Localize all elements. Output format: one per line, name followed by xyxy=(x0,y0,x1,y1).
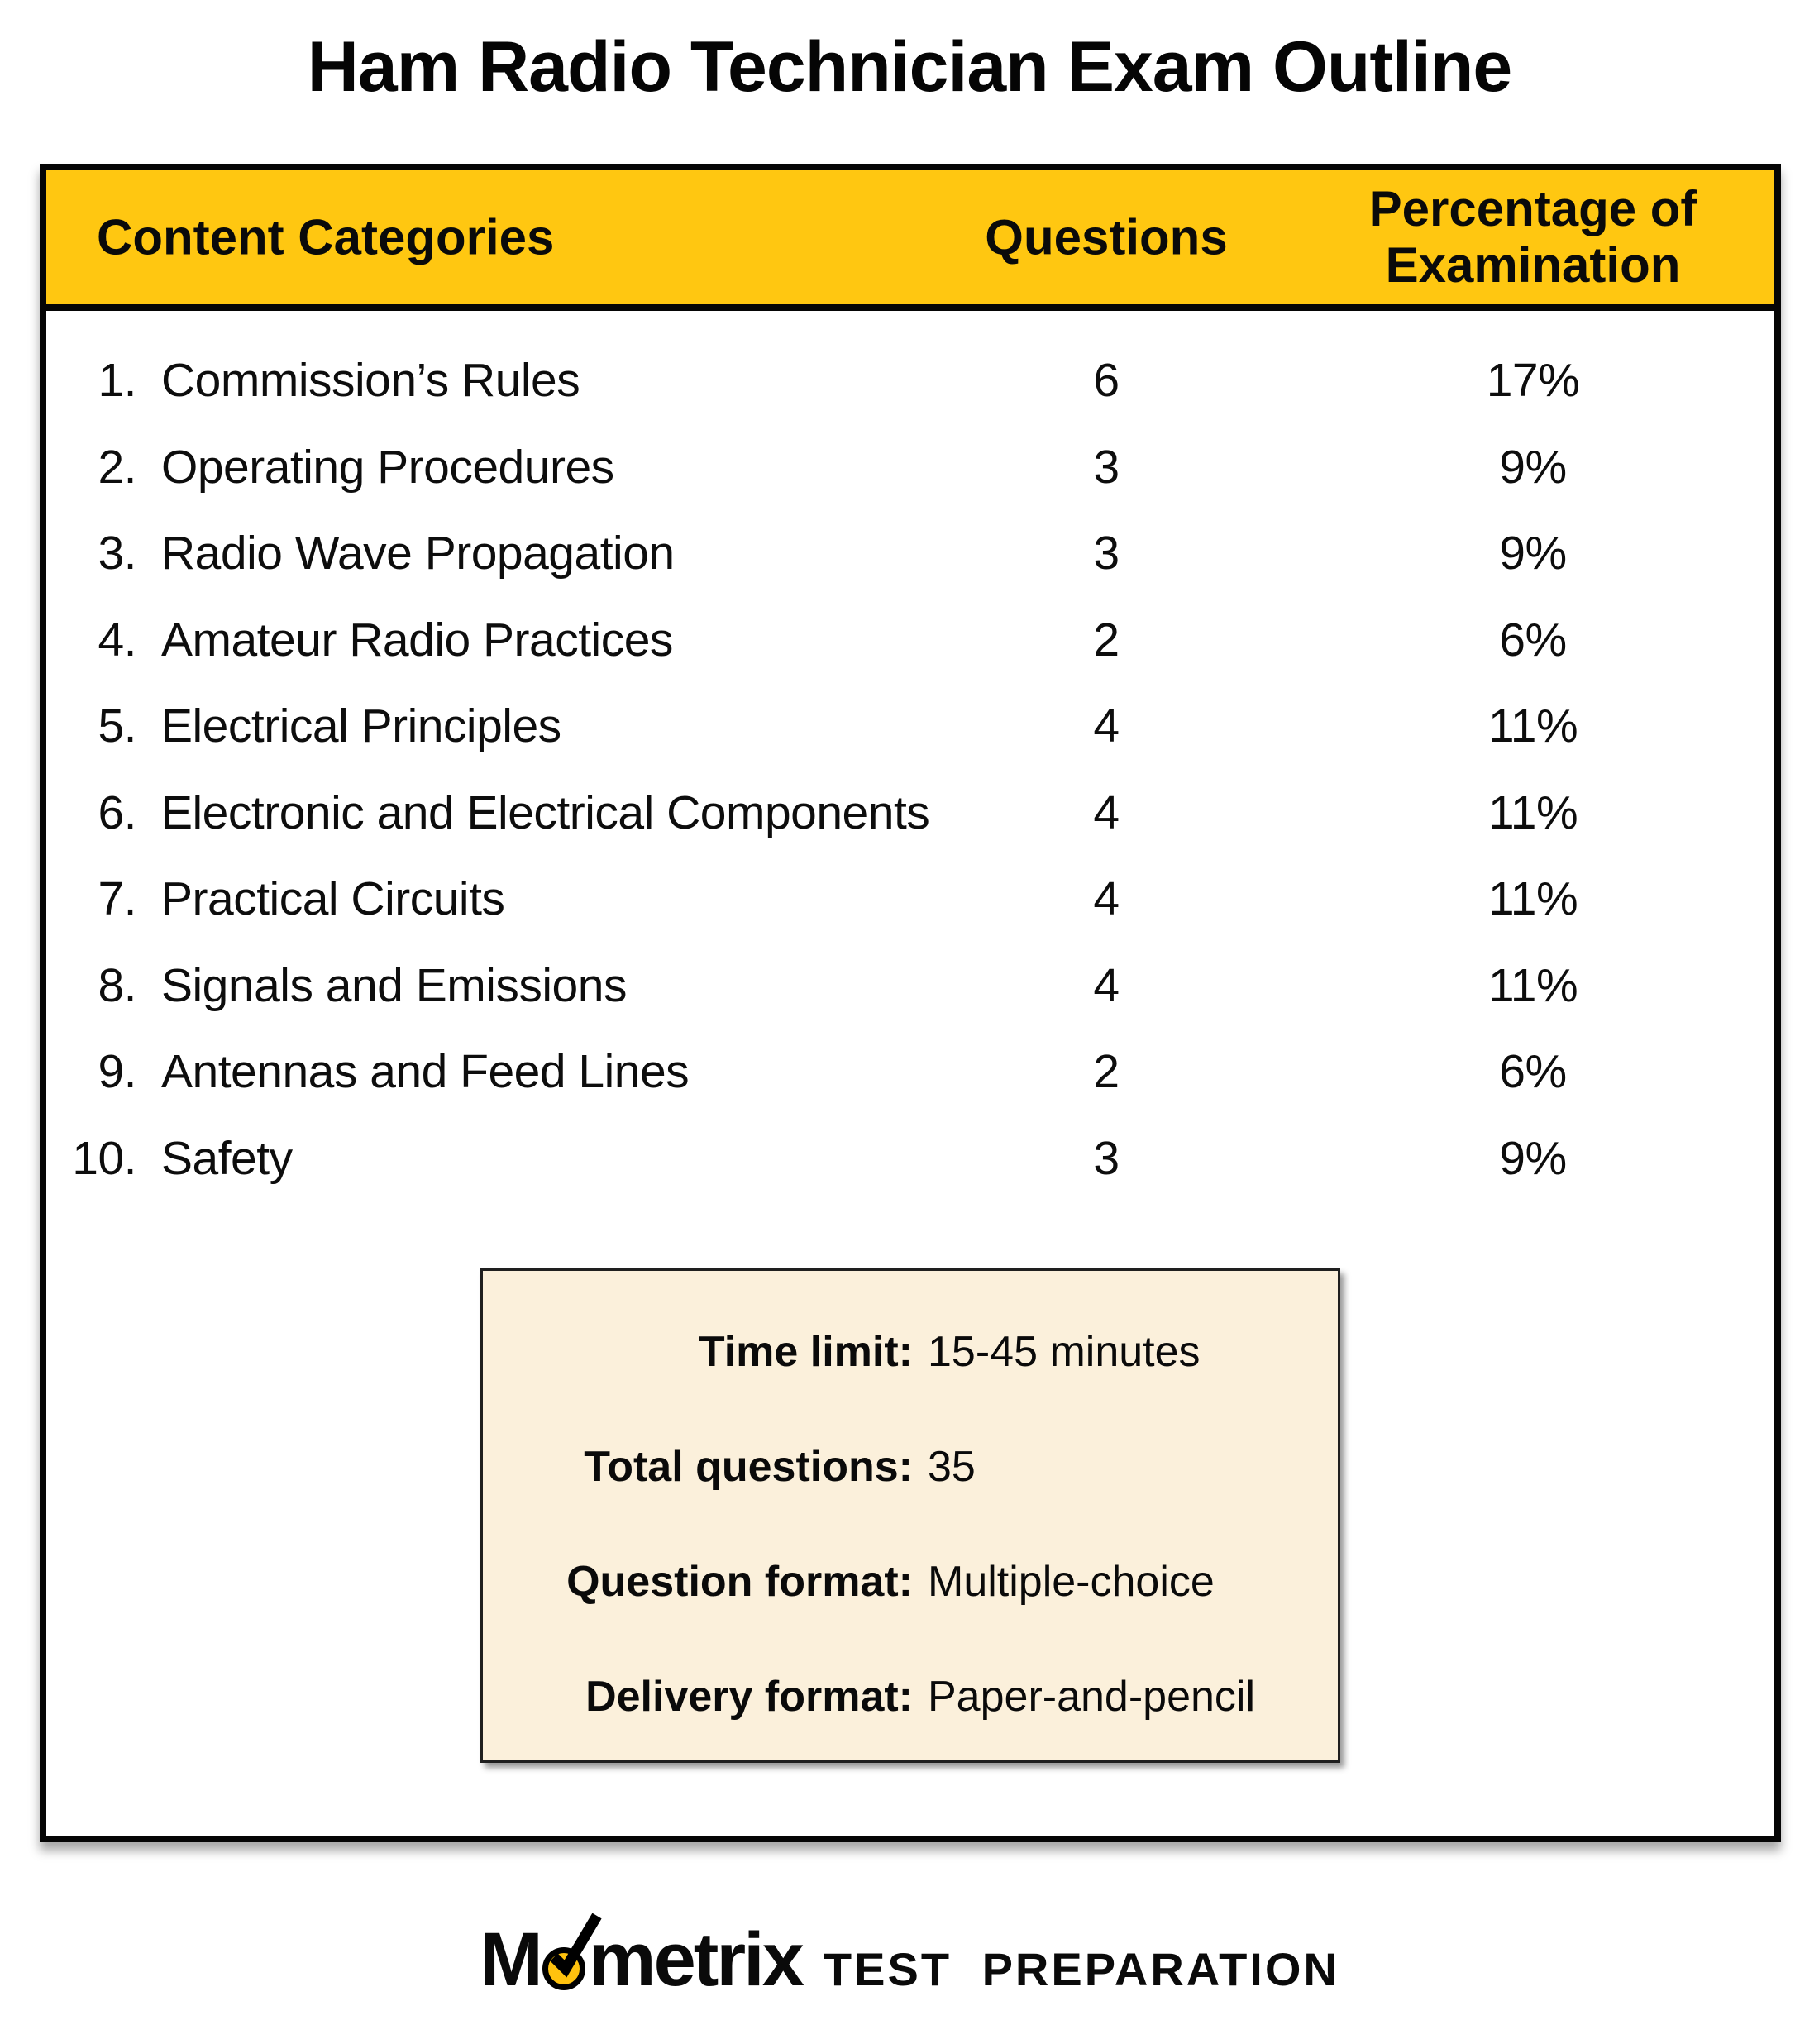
category-cell: Electronic and Electrical Components xyxy=(161,786,930,839)
info-row-delivery-format: Delivery format: Paper-and-pencil xyxy=(483,1639,1338,1754)
percentage-cell: 11% xyxy=(1487,958,1578,1012)
category-cell: Operating Procedures xyxy=(161,440,614,494)
header-content-categories: Content Categories xyxy=(97,209,555,265)
questions-cell: 4 xyxy=(1093,700,1120,753)
table-row: 3. Radio Wave Propagation 3 9% xyxy=(46,510,1774,597)
percentage-cell: 6% xyxy=(1499,613,1567,666)
info-label: Time limit: xyxy=(698,1327,913,1376)
info-label: Total questions: xyxy=(584,1442,913,1491)
table-row: 7. Practical Circuits 4 11% xyxy=(46,856,1774,943)
check-icon xyxy=(550,1913,602,1978)
category-cell: Safety xyxy=(161,1131,293,1185)
info-value: Multiple-choice xyxy=(928,1557,1215,1606)
info-row-time-limit: Time limit: 15-45 minutes xyxy=(483,1294,1338,1409)
questions-cell: 2 xyxy=(1093,613,1120,666)
category-cell: Signals and Emissions xyxy=(161,958,627,1012)
logo-letter-m: M xyxy=(480,1917,543,2002)
questions-cell: 4 xyxy=(1093,786,1120,839)
info-row-question-format: Question format: Multiple-choice xyxy=(483,1524,1338,1639)
row-number: 3. xyxy=(98,527,136,580)
info-label: Question format: xyxy=(566,1557,913,1606)
table-row: 1. Commission’s Rules 6 17% xyxy=(46,337,1774,424)
percentage-cell: 11% xyxy=(1487,786,1578,839)
questions-cell: 3 xyxy=(1093,527,1120,580)
row-number: 10. xyxy=(72,1131,136,1185)
percentage-cell: 9% xyxy=(1499,527,1567,580)
percentage-cell: 9% xyxy=(1499,1131,1567,1185)
percentage-cell: 17% xyxy=(1486,354,1580,408)
table-row: 4. Amateur Radio Practices 2 6% xyxy=(46,597,1774,684)
table-header-row: Content Categories Questions Percentage … xyxy=(46,170,1774,311)
row-number: 9. xyxy=(98,1045,136,1099)
row-number: 4. xyxy=(98,613,136,666)
row-number: 6. xyxy=(98,786,136,839)
questions-cell: 4 xyxy=(1093,872,1120,926)
row-number: 2. xyxy=(98,440,136,494)
percentage-cell: 9% xyxy=(1499,440,1567,494)
percentage-cell: 11% xyxy=(1487,872,1578,926)
info-value: Paper-and-pencil xyxy=(928,1672,1256,1721)
questions-cell: 4 xyxy=(1093,958,1120,1012)
table-row: 6. Electronic and Electrical Components … xyxy=(46,770,1774,857)
logo-tagline: TEST PREPARATION xyxy=(823,1943,1339,1995)
row-number: 5. xyxy=(98,700,136,753)
info-value: 15-45 minutes xyxy=(928,1327,1201,1376)
logo-check-circle xyxy=(541,1913,602,1990)
questions-cell: 3 xyxy=(1093,440,1120,494)
info-value: 35 xyxy=(928,1442,976,1491)
table-row: 5. Electrical Principles 4 11% xyxy=(46,683,1774,770)
info-label: Delivery format: xyxy=(585,1672,913,1721)
table-row: 10. Safety 3 9% xyxy=(46,1115,1774,1202)
category-cell: Commission’s Rules xyxy=(161,354,580,408)
category-cell: Radio Wave Propagation xyxy=(161,527,675,580)
percentage-cell: 11% xyxy=(1487,700,1578,753)
questions-cell: 3 xyxy=(1093,1131,1120,1185)
info-row-total-questions: Total questions: 35 xyxy=(483,1409,1338,1524)
table-body: 1. Commission’s Rules 6 17% 2. Operating… xyxy=(46,311,1774,1201)
page-title: Ham Radio Technician Exam Outline xyxy=(307,27,1512,107)
logo-rest: metrix xyxy=(588,1917,804,2002)
table-row: 8. Signals and Emissions 4 11% xyxy=(46,943,1774,1029)
row-number: 1. xyxy=(98,354,136,408)
row-number: 7. xyxy=(98,872,136,926)
row-number: 8. xyxy=(98,958,136,1012)
table-row: 2. Operating Procedures 3 9% xyxy=(46,424,1774,511)
exam-outline-table: Content Categories Questions Percentage … xyxy=(40,164,1781,1842)
exam-info-box: Time limit: 15-45 minutes Total question… xyxy=(480,1268,1340,1763)
header-percentage-of-examination: Percentage of Examination xyxy=(1368,181,1697,293)
category-cell: Electrical Principles xyxy=(161,700,561,753)
header-questions: Questions xyxy=(985,209,1228,265)
questions-cell: 6 xyxy=(1093,354,1120,408)
category-cell: Practical Circuits xyxy=(161,872,505,926)
questions-cell: 2 xyxy=(1093,1045,1120,1099)
table-row: 9. Antennas and Feed Lines 2 6% xyxy=(46,1029,1774,1115)
percentage-cell: 6% xyxy=(1499,1045,1567,1099)
category-cell: Antennas and Feed Lines xyxy=(161,1045,690,1099)
category-cell: Amateur Radio Practices xyxy=(161,613,673,666)
